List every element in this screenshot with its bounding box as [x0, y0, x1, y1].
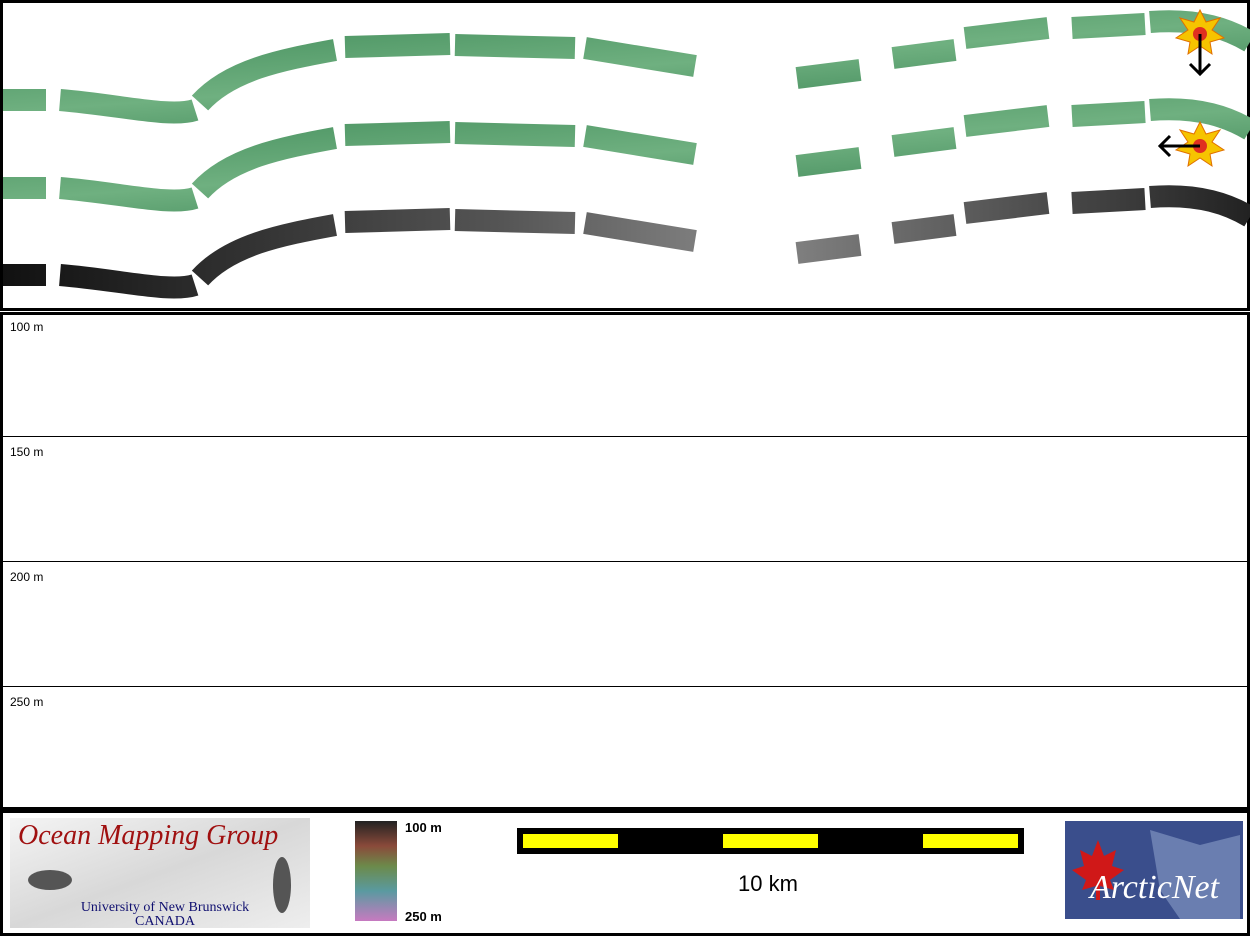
depth-label: 200 m [10, 570, 43, 584]
colorbar-label: 250 m [405, 909, 442, 924]
omg-logo: Ocean Mapping Group University of New Br… [10, 818, 310, 929]
arcticnet-label: ArcticNet [1088, 869, 1221, 906]
omg-country: CANADA [135, 914, 196, 929]
colorbar-label: 100 m [405, 820, 442, 835]
omg-university: University of New Brunswick [81, 900, 249, 915]
arcticnet-logo: ArcticNet [1065, 821, 1243, 919]
omg-title: Ocean Mapping Group [18, 820, 278, 851]
depth-label: 150 m [10, 445, 43, 459]
scale-label: 10 km [738, 871, 798, 896]
depth-label: 250 m [10, 695, 43, 709]
sun-icon-2 [1157, 120, 1226, 168]
colorbar [355, 821, 397, 921]
scale-bar [517, 828, 1024, 854]
sun-icon-1 [1174, 8, 1226, 77]
depth-label: 100 m [10, 320, 43, 334]
